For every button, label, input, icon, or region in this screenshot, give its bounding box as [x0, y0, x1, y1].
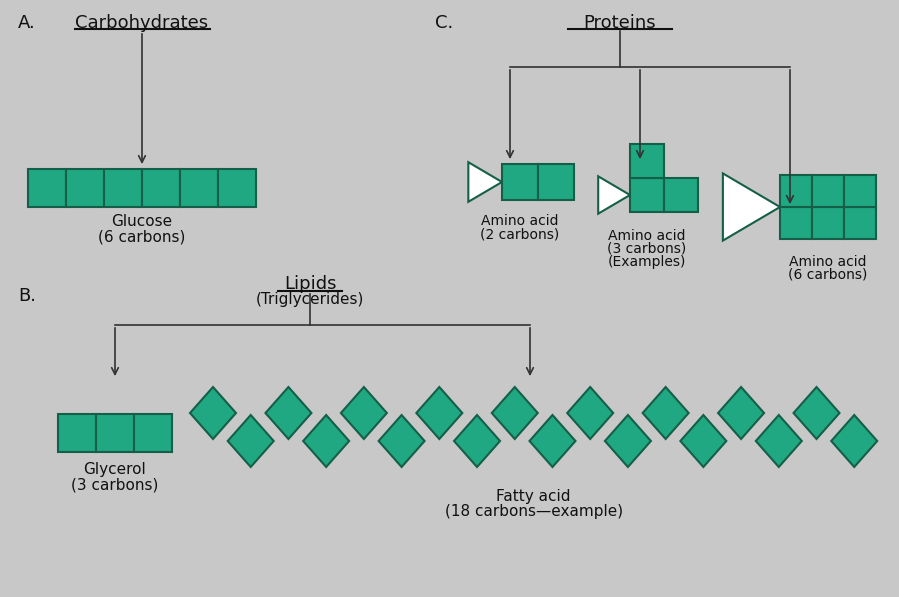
Text: Lipids: Lipids — [284, 275, 336, 293]
Bar — [218, 169, 256, 207]
Bar — [66, 169, 104, 207]
Polygon shape — [378, 415, 424, 467]
Polygon shape — [190, 387, 236, 439]
Polygon shape — [227, 415, 273, 467]
Polygon shape — [643, 387, 689, 439]
Polygon shape — [598, 176, 630, 214]
Text: (18 carbons—example): (18 carbons—example) — [445, 504, 623, 519]
Text: Carbohydrates: Carbohydrates — [75, 14, 209, 32]
Text: Proteins: Proteins — [583, 14, 656, 32]
Bar — [104, 169, 142, 207]
Bar — [28, 169, 66, 207]
Polygon shape — [756, 415, 802, 467]
Polygon shape — [567, 387, 613, 439]
Bar — [844, 207, 876, 239]
Polygon shape — [681, 415, 726, 467]
Bar — [134, 414, 172, 452]
Text: C.: C. — [435, 14, 453, 32]
Bar — [538, 164, 574, 200]
Polygon shape — [794, 387, 840, 439]
Text: B.: B. — [18, 287, 36, 305]
Bar — [812, 207, 844, 239]
Text: Glycerol: Glycerol — [84, 462, 147, 477]
Text: Fatty acid: Fatty acid — [496, 489, 571, 504]
Bar — [630, 178, 664, 212]
Text: Amino acid: Amino acid — [789, 255, 867, 269]
Bar — [502, 164, 538, 200]
Polygon shape — [492, 387, 538, 439]
Polygon shape — [605, 415, 651, 467]
Text: (Triglycerides): (Triglycerides) — [256, 292, 364, 307]
Text: (3 carbons): (3 carbons) — [608, 242, 687, 256]
Polygon shape — [265, 387, 311, 439]
Bar — [780, 207, 812, 239]
Polygon shape — [454, 415, 500, 467]
Bar — [812, 175, 844, 207]
Bar — [780, 175, 812, 207]
Bar — [844, 175, 876, 207]
Polygon shape — [832, 415, 877, 467]
Bar — [180, 169, 218, 207]
Bar — [58, 414, 96, 452]
Polygon shape — [468, 162, 502, 202]
Text: (6 carbons): (6 carbons) — [98, 229, 186, 244]
Polygon shape — [303, 415, 349, 467]
Bar — [142, 169, 180, 207]
Polygon shape — [723, 173, 780, 241]
Bar — [96, 414, 134, 452]
Text: Glucose: Glucose — [111, 214, 173, 229]
Text: (3 carbons): (3 carbons) — [71, 477, 159, 492]
Polygon shape — [718, 387, 764, 439]
Polygon shape — [416, 387, 462, 439]
Polygon shape — [341, 387, 387, 439]
Text: (Examples): (Examples) — [608, 255, 686, 269]
Polygon shape — [530, 415, 575, 467]
Text: Amino acid: Amino acid — [481, 214, 559, 228]
Bar — [664, 178, 698, 212]
Text: (2 carbons): (2 carbons) — [480, 227, 559, 241]
Text: (6 carbons): (6 carbons) — [788, 268, 868, 282]
Text: Amino acid: Amino acid — [609, 229, 686, 243]
Text: A.: A. — [18, 14, 36, 32]
Bar — [630, 144, 664, 178]
